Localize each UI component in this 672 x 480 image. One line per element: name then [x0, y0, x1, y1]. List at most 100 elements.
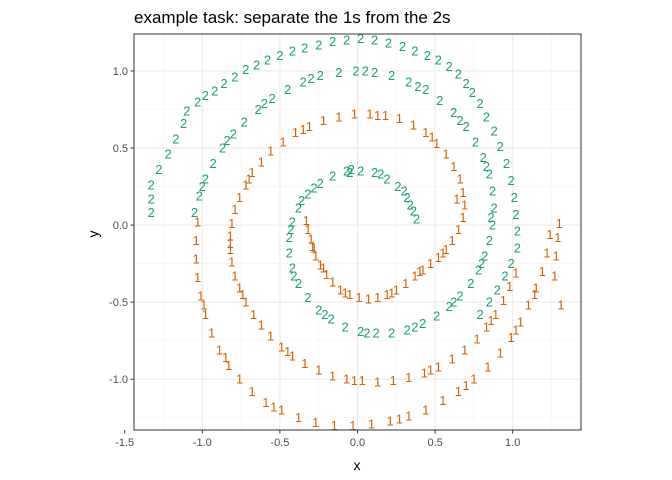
data-point-2: 2 — [304, 290, 311, 305]
data-point-2: 2 — [489, 184, 496, 199]
data-point-2: 2 — [436, 93, 443, 108]
data-point-2: 2 — [335, 65, 342, 80]
data-point-1: 1 — [374, 375, 381, 390]
data-point-2: 2 — [490, 124, 497, 139]
data-point-2: 2 — [196, 188, 203, 203]
data-point-1: 1 — [508, 330, 515, 345]
data-point-2: 2 — [276, 48, 283, 63]
data-point-2: 2 — [483, 110, 490, 125]
data-point-1: 1 — [470, 372, 477, 387]
data-point-1: 1 — [435, 359, 442, 374]
data-point-2: 2 — [298, 193, 305, 208]
data-point-1: 1 — [248, 165, 255, 180]
data-point-1: 1 — [459, 185, 466, 200]
data-point-2: 2 — [411, 319, 418, 334]
data-point-1: 1 — [463, 378, 470, 393]
data-point-2: 2 — [388, 325, 395, 340]
data-point-2: 2 — [261, 96, 268, 111]
x-tick-label: -1.0 — [193, 437, 212, 449]
data-point-2: 2 — [478, 256, 485, 271]
data-point-1: 1 — [292, 125, 299, 140]
x-tick-label: 0.5 — [427, 437, 442, 449]
data-point-1: 1 — [329, 275, 336, 290]
data-point-2: 2 — [147, 178, 154, 193]
data-point-2: 2 — [329, 168, 336, 183]
data-point-2: 2 — [371, 65, 378, 80]
data-point-1: 1 — [411, 268, 418, 283]
data-point-2: 2 — [414, 79, 421, 94]
data-point-2: 2 — [357, 164, 364, 179]
data-point-2: 2 — [220, 76, 227, 91]
data-point-2: 2 — [475, 262, 482, 277]
data-point-1: 1 — [525, 298, 532, 313]
data-point-1: 1 — [365, 292, 372, 307]
data-point-1: 1 — [329, 369, 336, 384]
data-point-1: 1 — [422, 125, 429, 140]
data-point-1: 1 — [320, 261, 327, 276]
data-point-1: 1 — [197, 288, 204, 303]
data-point-1: 1 — [393, 282, 400, 297]
data-point-1: 1 — [278, 339, 285, 354]
major-gridlines — [134, 34, 581, 430]
data-point-1: 1 — [374, 108, 381, 123]
data-point-1: 1 — [388, 285, 395, 300]
data-point-1: 1 — [455, 222, 462, 237]
data-point-2: 2 — [480, 150, 487, 165]
data-point-2: 2 — [327, 312, 334, 327]
data-point-1: 1 — [439, 393, 446, 408]
data-point-1: 1 — [192, 251, 199, 266]
data-point-2: 2 — [404, 190, 411, 205]
data-point-2: 2 — [435, 53, 442, 68]
data-point-1: 1 — [473, 332, 480, 347]
data-point-2: 2 — [286, 230, 293, 245]
data-point-2: 2 — [199, 179, 206, 194]
data-point-1: 1 — [531, 287, 538, 302]
data-point-1: 1 — [200, 298, 207, 313]
data-point-1: 1 — [351, 373, 358, 388]
data-point-2: 2 — [357, 31, 364, 46]
data-point-2: 2 — [394, 179, 401, 194]
data-point-2: 2 — [371, 33, 378, 48]
data-point-1: 1 — [532, 281, 539, 296]
data-point-1: 1 — [396, 111, 403, 126]
data-point-1: 1 — [497, 345, 504, 360]
data-point-1: 1 — [512, 265, 519, 280]
data-point-2: 2 — [155, 162, 162, 177]
data-point-2: 2 — [310, 181, 317, 196]
data-point-2: 2 — [321, 307, 328, 322]
data-point-1: 1 — [556, 216, 563, 231]
y-tick-label: 1.0 — [113, 66, 128, 78]
data-point-2: 2 — [494, 282, 501, 297]
data-point-1: 1 — [551, 268, 558, 283]
data-point-2: 2 — [289, 261, 296, 276]
data-point-1: 1 — [284, 344, 291, 359]
data-point-2: 2 — [422, 82, 429, 97]
data-point-1: 1 — [236, 190, 243, 205]
data-point-1: 1 — [410, 117, 417, 132]
data-point-2: 2 — [399, 39, 406, 54]
data-point-2: 2 — [514, 241, 521, 256]
data-point-2: 2 — [211, 84, 218, 99]
data-point-1: 1 — [225, 358, 232, 373]
data-point-2: 2 — [371, 165, 378, 180]
data-point-1: 1 — [439, 245, 446, 260]
data-point-1: 1 — [453, 191, 460, 206]
data-point-2: 2 — [404, 322, 411, 337]
data-point-1: 1 — [194, 270, 201, 285]
data-point-2: 2 — [450, 295, 457, 310]
data-point-2: 2 — [497, 139, 504, 154]
data-point-1: 1 — [295, 410, 302, 425]
data-point-1: 1 — [320, 113, 327, 128]
data-point-1: 1 — [228, 255, 235, 270]
data-point-1: 1 — [449, 233, 456, 248]
data-point-1: 1 — [553, 248, 560, 263]
data-point-1: 1 — [461, 198, 468, 213]
data-point-2: 2 — [295, 201, 302, 216]
data-point-2: 2 — [242, 62, 249, 77]
data-point-2: 2 — [503, 156, 510, 171]
data-point-1: 1 — [262, 395, 269, 410]
data-point-2: 2 — [290, 268, 297, 283]
data-point-1: 1 — [248, 384, 255, 399]
data-point-2: 2 — [405, 74, 412, 89]
